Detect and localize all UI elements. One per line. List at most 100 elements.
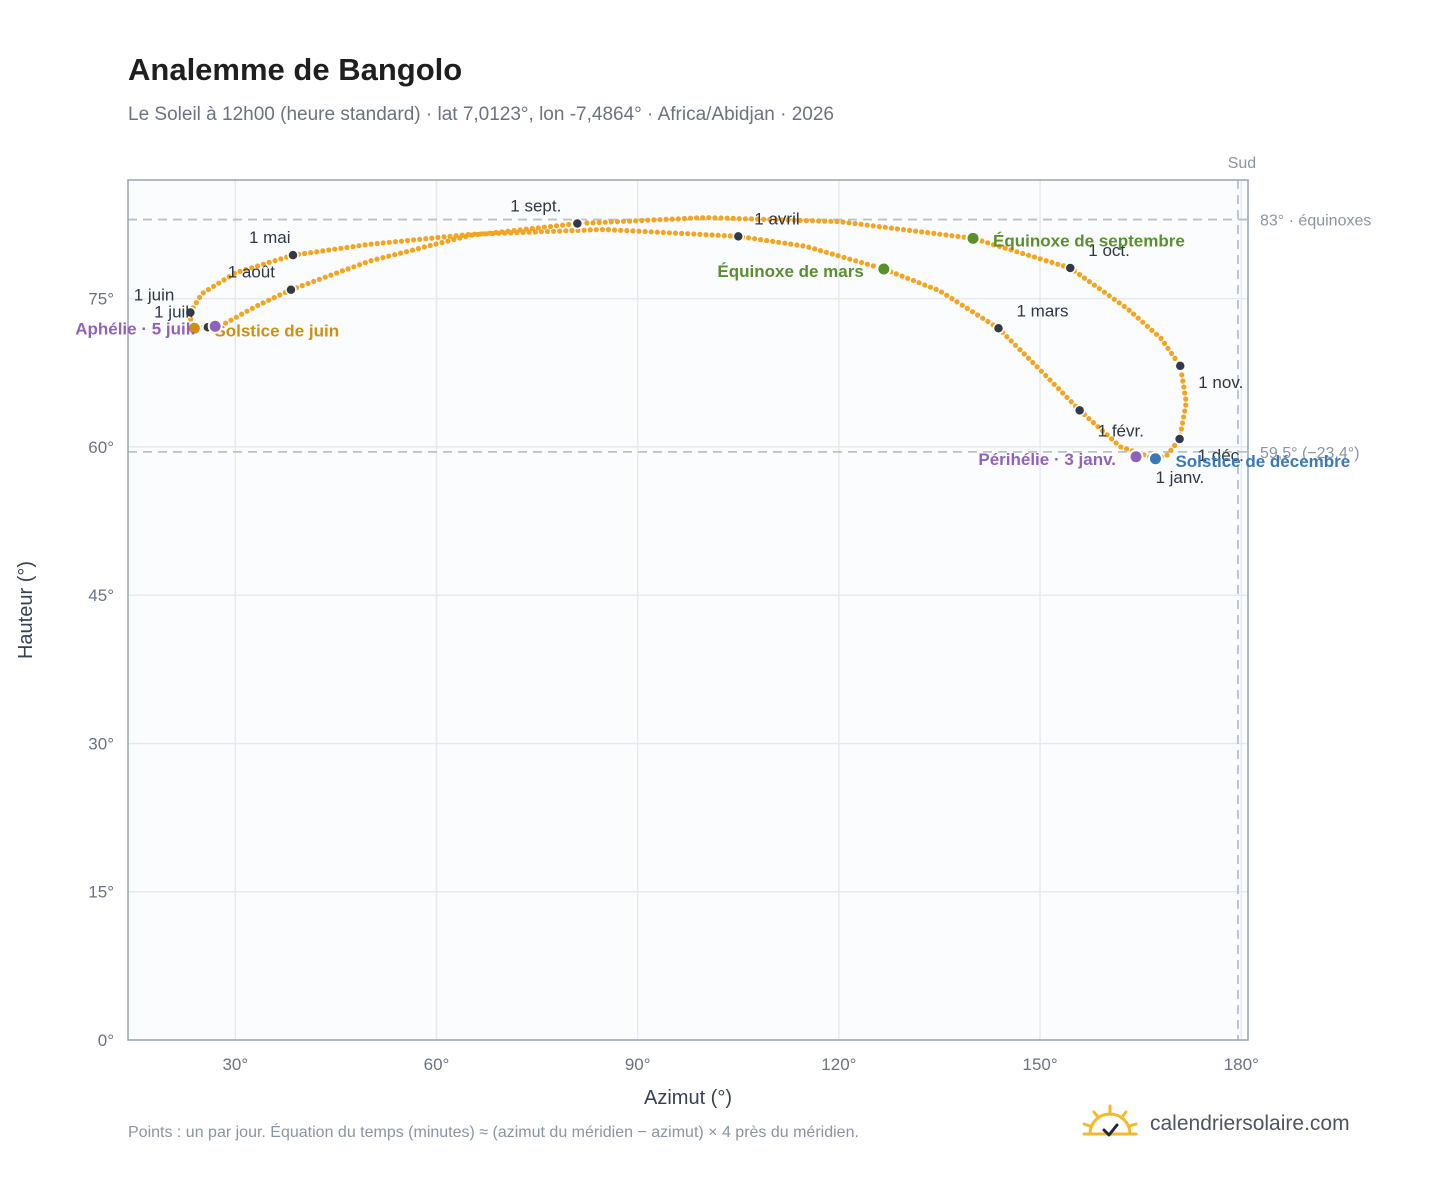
analemma-day-point [463,233,469,240]
analemma-day-point [1182,390,1188,396]
analemma-day-point [767,216,773,223]
analemma-day-point [893,271,899,277]
analemma-day-point [357,262,363,268]
analemma-day-point [272,258,278,264]
analemma-day-point [1131,311,1137,317]
analemma-day-point [822,218,828,224]
analemma-day-point [481,231,487,237]
analemma-day-point [228,317,234,323]
brand[interactable]: calendriersolaire.com [1082,1104,1350,1144]
analemma-day-point [392,239,398,245]
analemma-day-point [797,217,803,223]
y-axis-title: Hauteur (°) [15,561,37,659]
analemma-day-point [605,227,612,233]
brand-name[interactable]: calendriersolaire.com [1150,1112,1350,1135]
event-marker [186,320,202,336]
analemma-day-point [954,299,960,305]
analemma-day-point [1179,420,1186,426]
analemma-day-point [278,256,284,262]
analemma-day-point [706,215,712,221]
analemma-day-point [681,215,688,222]
analemma-day-point [1140,319,1146,325]
analemma-day-point [433,241,439,247]
analemma-day-point [386,239,392,245]
analemma-day-point [305,280,311,287]
analemma-day-point [1090,420,1096,426]
analemma-day-point [1099,428,1106,434]
event-marker [876,261,892,277]
analemma-day-point [742,216,749,222]
analemma-day-point [544,228,551,235]
analemma-day-point [244,308,250,314]
month-label: 1 août [228,263,276,282]
month-label: 1 janv. [1155,468,1204,487]
analemma-day-point [834,218,840,225]
y-tick-label: 0° [98,1031,114,1050]
analemma-day-point [691,231,697,237]
analemma-day-point [913,228,919,234]
analemma-day-point [1144,323,1150,329]
analemma-day-point [964,305,970,311]
analemma-day-point [1031,254,1037,260]
analemma-day-point [922,282,928,288]
analemma-day-point [651,217,657,223]
analemma-day-point [931,230,937,236]
analemma-day-point [955,233,961,239]
analemma-day-point [1037,256,1043,262]
analemma-day-point [398,250,404,256]
analemma-day-point [1181,414,1187,420]
month-label: 1 nov. [1198,373,1243,392]
analemma-day-point [398,238,405,244]
analemma-day-point [785,217,791,223]
month-marker [285,283,297,296]
analemma-day-point [368,241,374,247]
analemma-day-point [469,232,475,238]
event-label: Solstice de décembre [1175,452,1350,471]
month-marker [1174,360,1187,372]
analemma-day-point [782,240,788,246]
analemma-day-point [334,270,340,276]
analemma-day-point [687,215,694,221]
analemma-day-point [1095,424,1101,430]
analemma-day-point [1164,452,1170,458]
analemma-day-point [788,241,794,247]
month-label: 1 févr. [1098,421,1144,440]
month-marker [1173,433,1186,445]
analemma-day-point [441,234,447,240]
analemma-day-point [876,224,882,230]
analemma-day-point [852,220,858,227]
analemma-day-point [1043,372,1049,379]
analemma-day-point [326,247,332,253]
analemma-day-point [415,246,421,252]
analemma-day-point [1068,399,1074,405]
analemma-day-point [237,268,243,274]
analemma-day-point [715,232,721,238]
analemma-day-point [979,238,985,244]
analemma-day-point [1168,447,1174,453]
analemma-day-point [1002,245,1008,251]
analemma-day-point [736,216,742,222]
analemma-day-point [944,292,950,298]
analemma-day-point [949,296,955,302]
y-tick-label: 60° [88,438,114,457]
analemma-day-point [511,227,517,234]
analemma-day-point [541,224,548,230]
analemma-day-point [557,228,563,234]
analemma-day-point [624,228,630,234]
analemma-day-point [1168,350,1175,356]
analemma-day-point [1161,340,1168,346]
analemma-day-point [356,243,362,249]
analemma-day-point [657,217,663,223]
analemma-day-point [1055,386,1062,392]
analemma-day-point [1165,345,1171,351]
analemma-day-point [320,248,326,254]
analemma-day-point [314,249,320,255]
analemma-day-point [1182,408,1188,414]
analemma-day-point [563,228,569,234]
analemma-day-point [566,221,572,228]
month-label: 1 juil. [154,302,194,321]
event-label: Aphélie · 5 juil. [75,319,195,338]
analemma-day-point [803,218,810,224]
